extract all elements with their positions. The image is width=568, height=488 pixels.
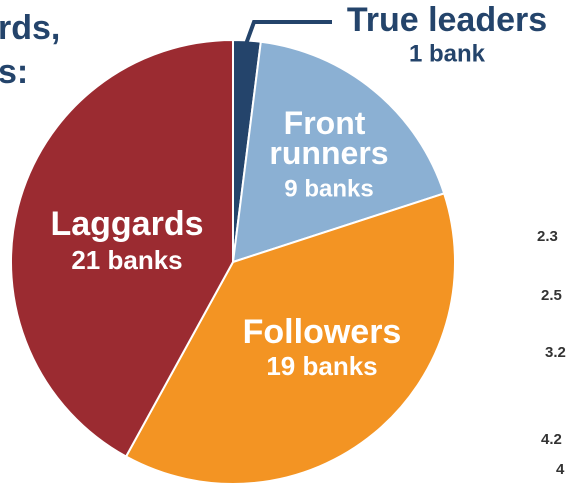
title-line: s: [0,53,28,91]
slice-label: Laggards [50,205,203,243]
slice-label: Followers [243,313,402,351]
value-label: 1 bank [409,40,486,67]
leader-line [244,20,332,45]
pie-slice [10,38,234,458]
pie-slice [124,192,456,485]
pie-slice [231,40,446,264]
side-label: 3.2 [545,344,566,361]
pie [10,38,456,485]
value-label: 19 banks [266,351,377,381]
slice-label: True leaders [347,1,547,39]
value-label: 9 banks [284,175,373,202]
title-line: rds, [0,9,60,47]
slice-label: Front runners [269,105,388,171]
side-label: 4 [556,461,565,478]
side-label: 4.2 [541,431,562,448]
value-label: 21 banks [71,245,182,275]
side-label: 2.3 [537,228,558,245]
side-label: 2.5 [541,287,562,304]
